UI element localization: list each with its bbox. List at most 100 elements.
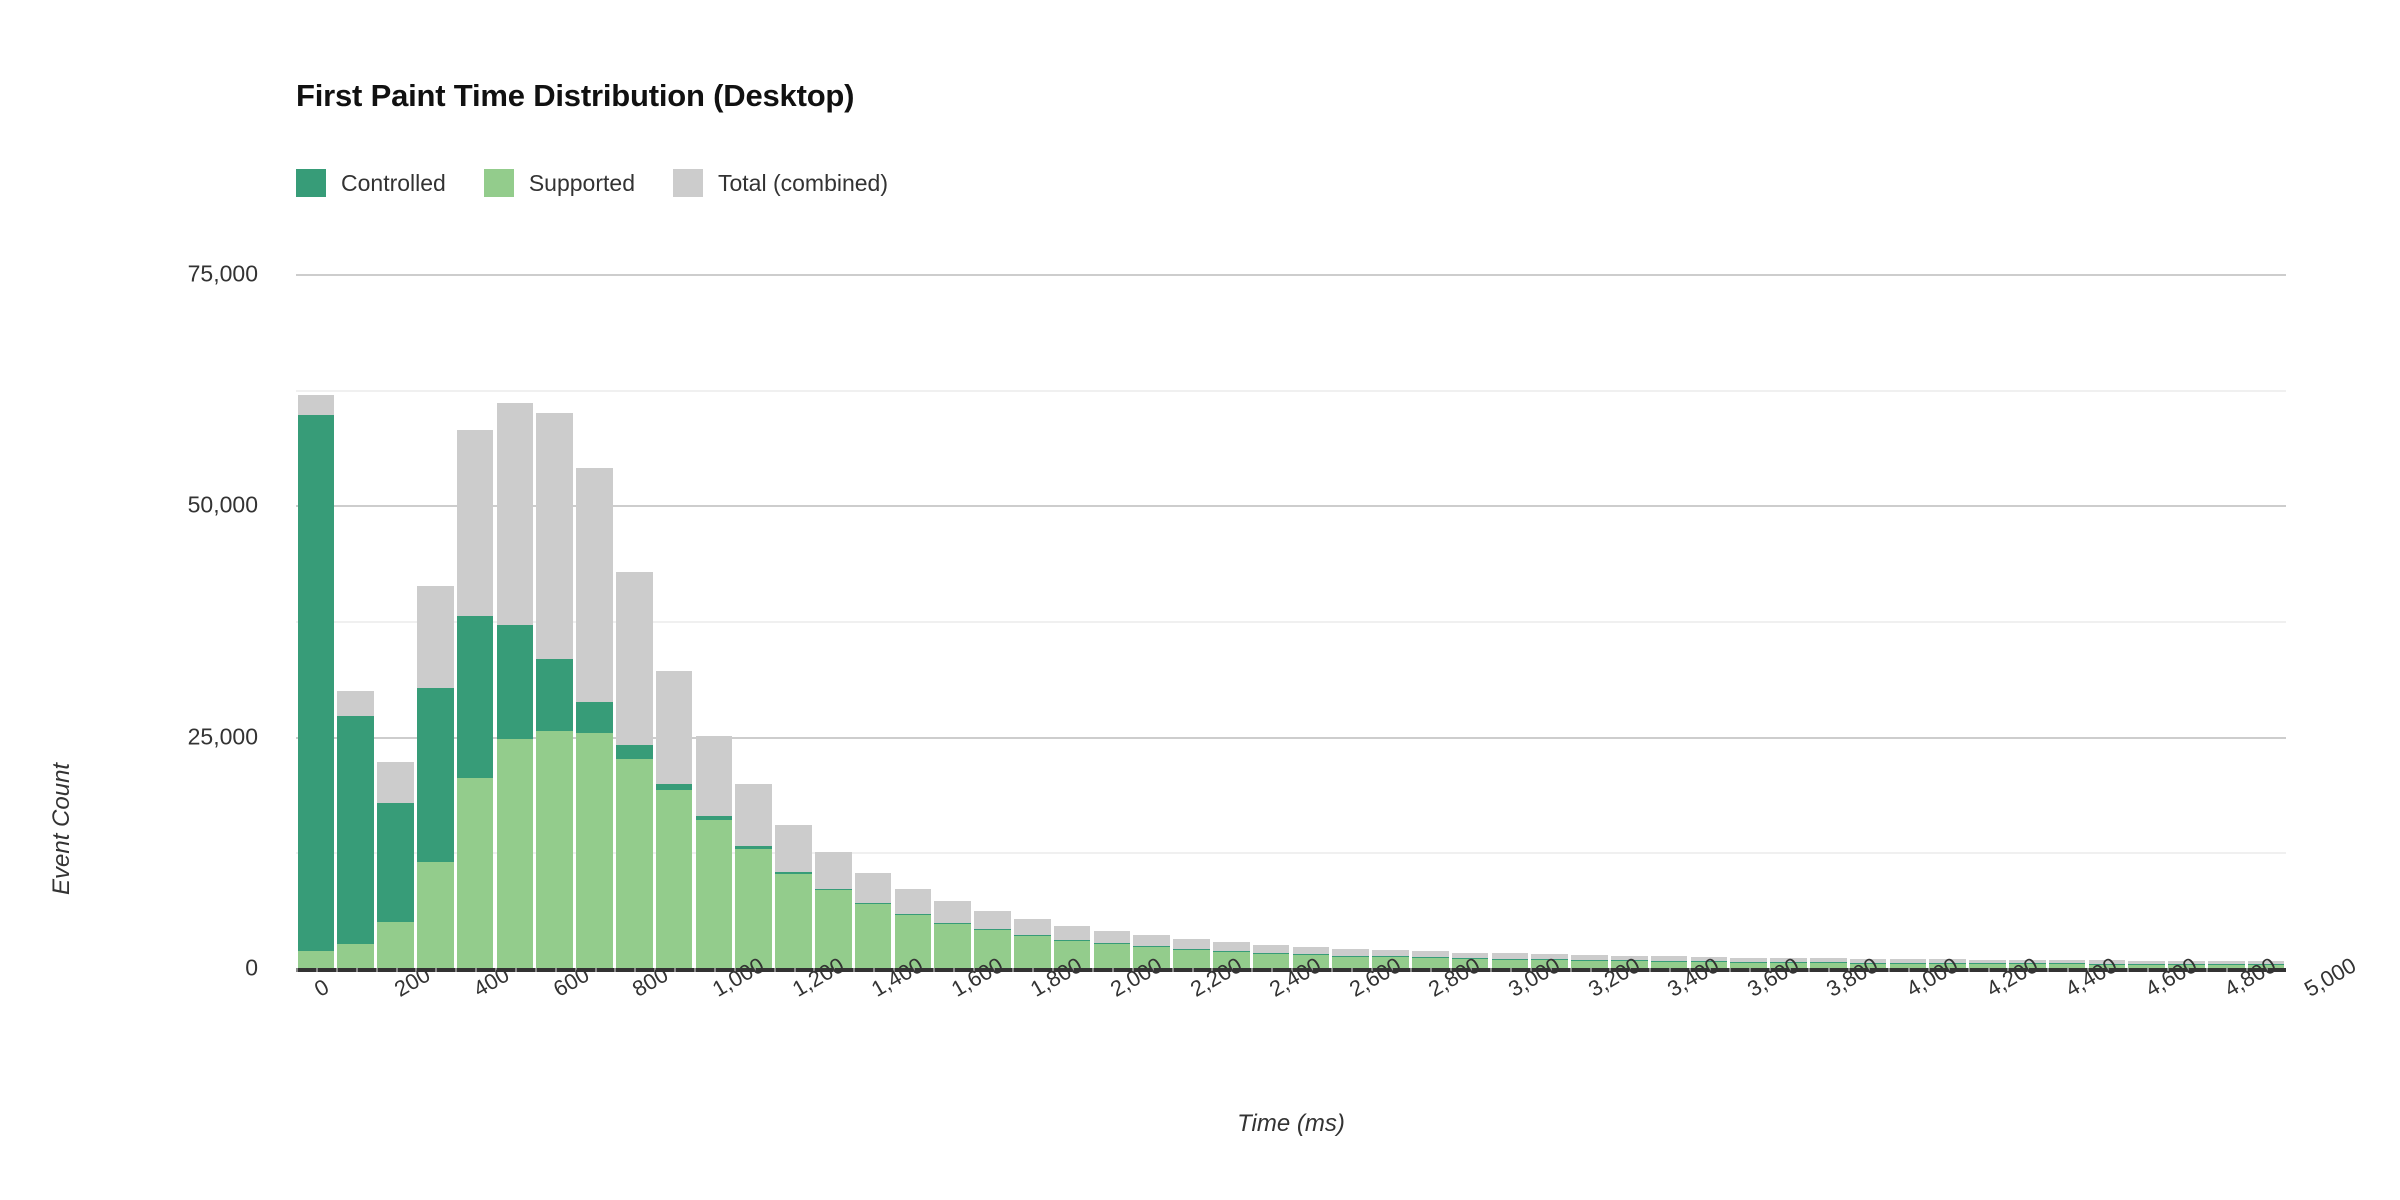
bar-group[interactable]	[974, 274, 1011, 968]
bar-segment	[536, 658, 574, 732]
legend-item-label: Supported	[528, 169, 635, 196]
gridline-minor	[296, 852, 2286, 855]
bar-group[interactable]	[337, 274, 375, 968]
bar-group[interactable]	[576, 274, 613, 968]
x-axis-tickmark	[1191, 968, 1194, 972]
bar-group[interactable]	[1770, 274, 1807, 968]
bar-group[interactable]	[1013, 274, 1051, 968]
x-axis-tickmark	[1549, 968, 1552, 972]
bar-segment	[576, 732, 613, 968]
bar-group[interactable]	[775, 274, 812, 968]
legend-item[interactable]: Supported	[483, 168, 635, 198]
bar-segment	[1173, 939, 1210, 949]
bar-segment	[1491, 953, 1529, 959]
bar-segment	[1929, 959, 1967, 963]
bar-group[interactable]	[655, 274, 693, 968]
bar-segment	[2247, 964, 2285, 968]
bar-group[interactable]	[1571, 274, 1608, 968]
bar-group[interactable]	[1610, 274, 1648, 968]
bar-segment	[377, 921, 414, 968]
bar-segment	[1849, 962, 1887, 968]
bar-group[interactable]	[1093, 274, 1131, 968]
x-axis-tickmark	[296, 968, 298, 972]
bar-group[interactable]	[1929, 274, 1967, 968]
bar-group[interactable]	[1332, 274, 1370, 968]
bar-segment	[297, 951, 335, 968]
bar-group[interactable]	[1173, 274, 1210, 968]
x-axis-tickmark	[415, 968, 418, 972]
bar-group[interactable]	[456, 274, 494, 968]
legend-item[interactable]: Controlled	[296, 168, 446, 198]
bar-group[interactable]	[695, 274, 733, 968]
bar-segment	[1252, 952, 1290, 954]
bar-segment	[1372, 956, 1409, 968]
legend-item-label: Total (combined)	[717, 169, 889, 196]
bar-group[interactable]	[1730, 274, 1768, 968]
bar-group[interactable]	[2048, 274, 2086, 968]
bar-group[interactable]	[1133, 274, 1171, 968]
x-axis-tickmark	[2166, 968, 2169, 972]
bar-group[interactable]	[1292, 274, 1330, 968]
bar-group[interactable]	[1212, 274, 1250, 968]
x-axis-tickmark	[1490, 968, 1492, 972]
bar-group[interactable]	[615, 274, 653, 968]
bar-segment	[1212, 941, 1250, 951]
x-axis-tickmark	[1649, 968, 1652, 972]
bar-segment	[1690, 956, 1728, 962]
bar-group[interactable]	[854, 274, 892, 968]
bar-group[interactable]	[1491, 274, 1529, 968]
x-axis-tickmark	[1669, 968, 1672, 972]
bar-group[interactable]	[2008, 274, 2046, 968]
bar-group[interactable]	[735, 274, 773, 968]
bar-group[interactable]	[416, 274, 454, 968]
bar-group[interactable]	[814, 274, 852, 968]
x-axis-tickmark	[574, 968, 577, 972]
bar-group[interactable]	[1531, 274, 1569, 968]
bar-group[interactable]	[1252, 274, 1290, 968]
bar-group[interactable]	[2247, 274, 2285, 968]
bar-group[interactable]	[2128, 274, 2166, 968]
bar-group[interactable]	[297, 274, 335, 968]
x-axis-tickmark	[2126, 968, 2129, 972]
x-axis-tickmark	[614, 968, 617, 972]
bar-group[interactable]	[934, 274, 972, 968]
bar-segment	[1372, 949, 1409, 957]
x-axis-tickmark	[853, 968, 856, 972]
x-axis-tickmark	[315, 968, 318, 972]
bar-group[interactable]	[894, 274, 932, 968]
bar-group[interactable]	[2088, 274, 2126, 968]
x-axis-tickmark	[2186, 968, 2189, 972]
bar-segment	[2128, 964, 2166, 968]
x-axis-tickmark	[335, 968, 338, 972]
bar-group[interactable]	[1809, 274, 1847, 968]
x-axis-tickmark	[1967, 968, 1970, 972]
x-axis-tickmark	[912, 968, 915, 972]
bar-segment	[1332, 955, 1370, 968]
bar-segment	[1133, 946, 1171, 947]
x-axis-tickmark	[2246, 968, 2249, 972]
bar-group[interactable]	[1650, 274, 1688, 968]
bar-group[interactable]	[1053, 274, 1091, 968]
bar-group[interactable]	[1889, 274, 1927, 968]
legend-swatch-icon	[672, 169, 703, 197]
legend-item[interactable]: Total (combined)	[672, 168, 889, 198]
bar-segment	[1809, 958, 1847, 963]
x-axis-tickmark	[2047, 968, 2050, 972]
bar-segment	[536, 731, 574, 968]
bar-group[interactable]	[1690, 274, 1728, 968]
bar-group[interactable]	[1849, 274, 1887, 968]
bar-group[interactable]	[2168, 274, 2205, 968]
bar-segment	[2088, 960, 2126, 964]
bar-group[interactable]	[1372, 274, 1409, 968]
bar-group[interactable]	[1411, 274, 1449, 968]
x-axis-tickmark	[1390, 968, 1393, 972]
bar-group[interactable]	[1451, 274, 1489, 968]
x-axis: 0 200 400 600 800 1,000 1,200 1,400 1,600 1,800 2,…	[296, 952, 2360, 1100]
bar-group[interactable]	[2207, 274, 2245, 968]
bar-segment	[2207, 960, 2245, 964]
x-axis-tickmark	[1072, 968, 1075, 972]
bar-group[interactable]	[536, 274, 574, 968]
bar-group[interactable]	[496, 274, 534, 968]
bar-group[interactable]	[1969, 274, 2006, 968]
bar-group[interactable]	[377, 274, 414, 968]
